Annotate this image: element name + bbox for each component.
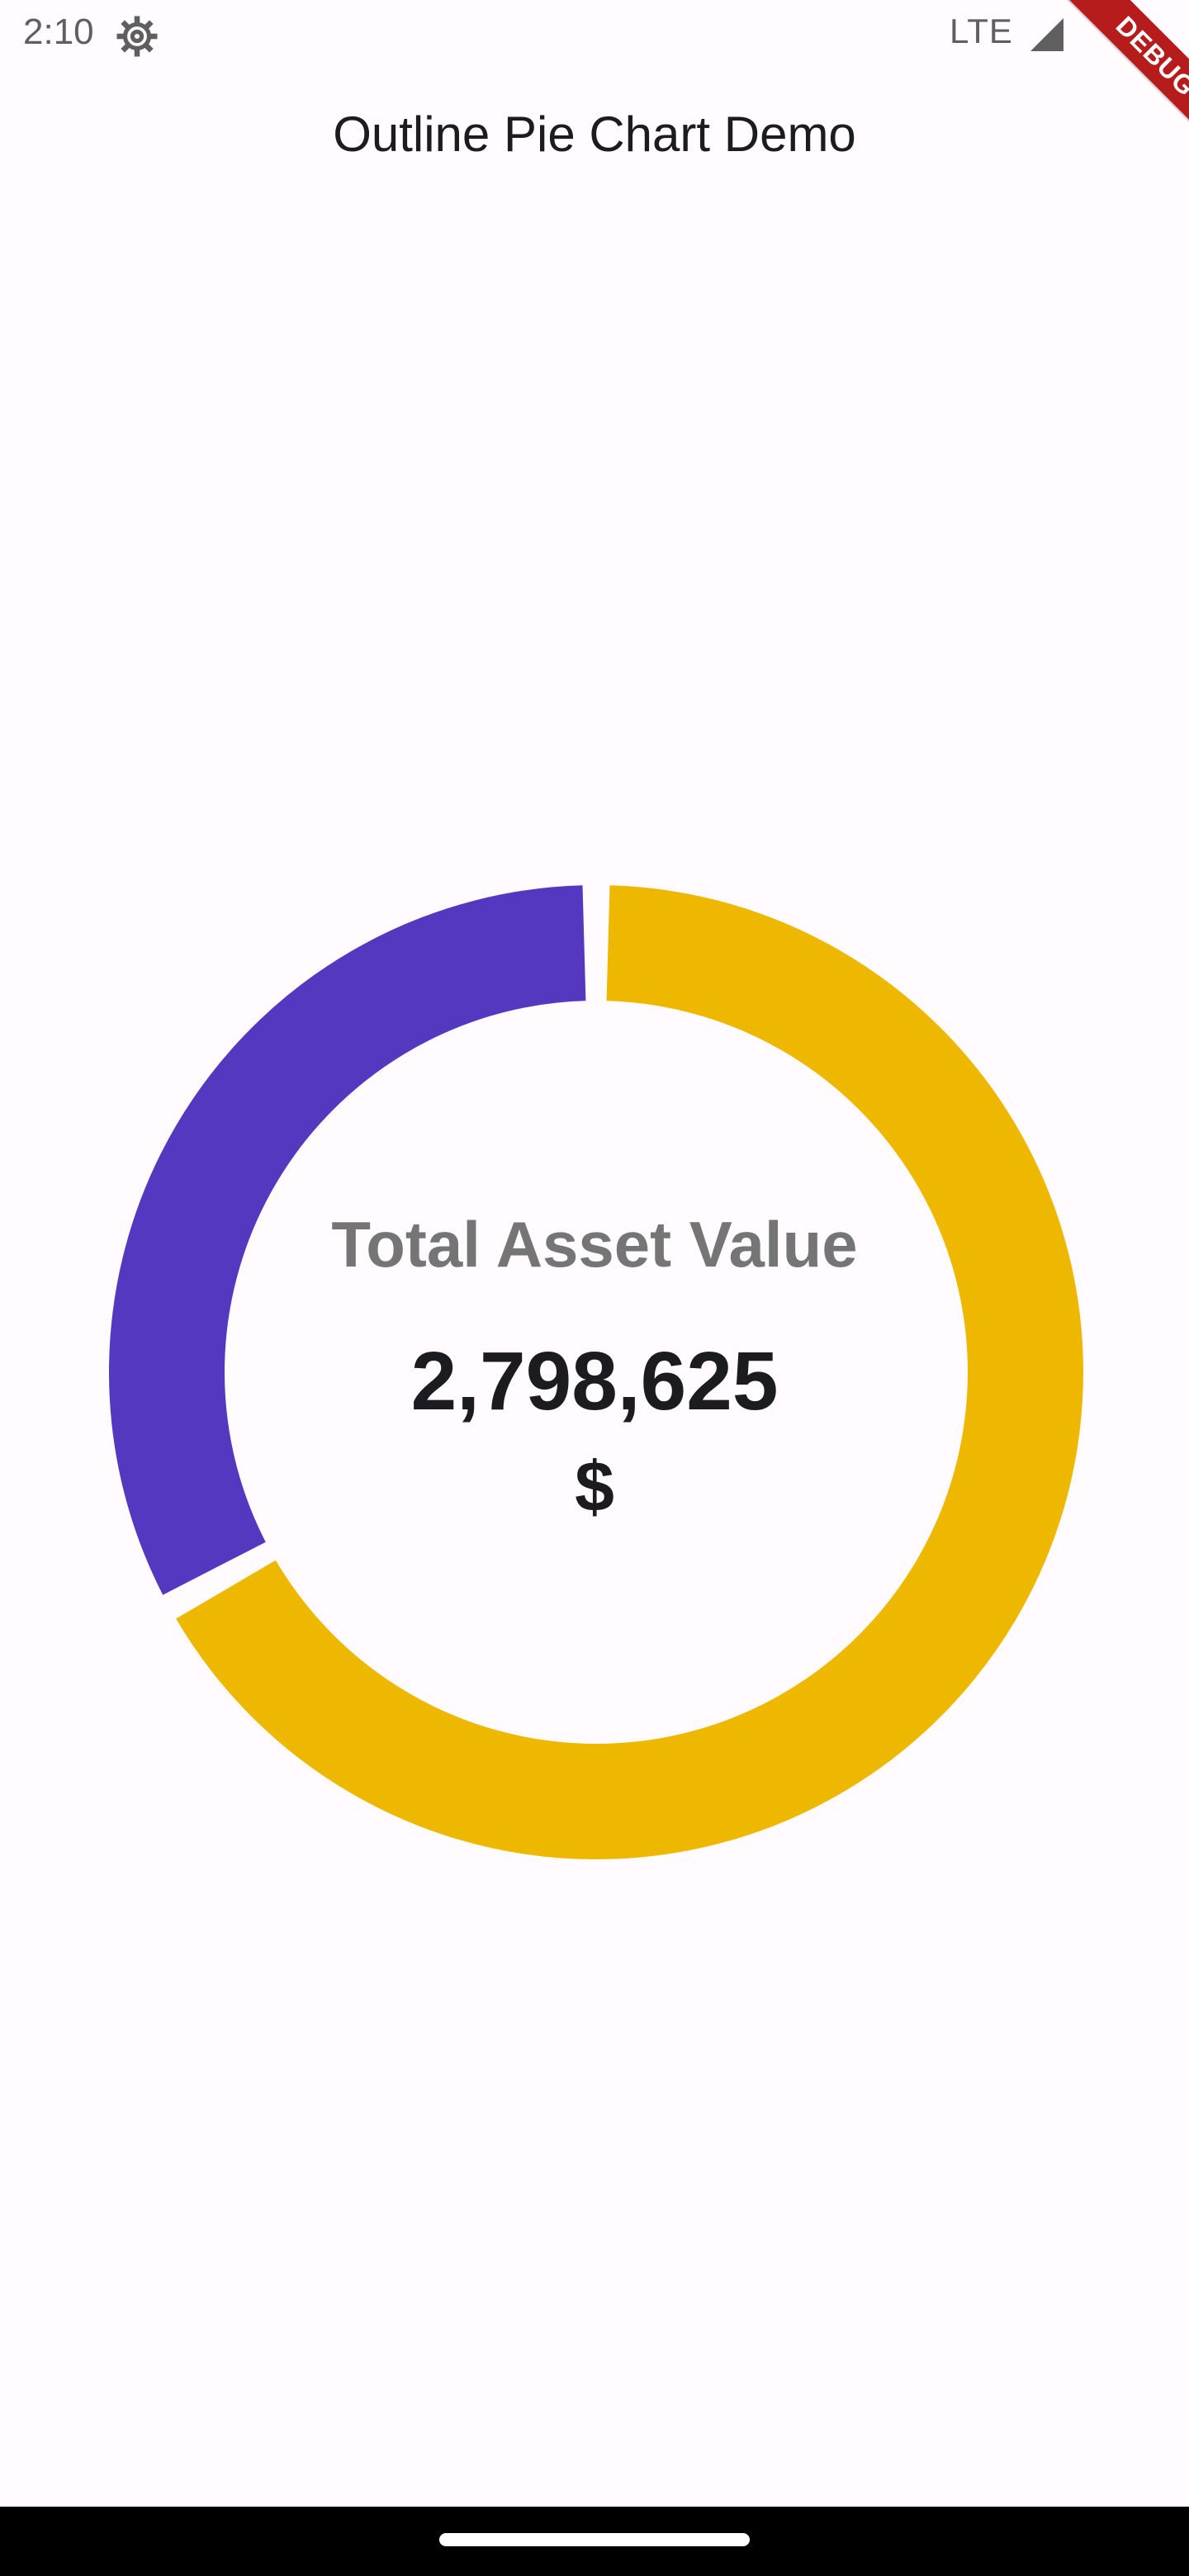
currency-unit: $: [0, 1447, 1189, 1528]
status-time: 2:10: [23, 12, 94, 53]
network-type: LTE: [950, 12, 1013, 51]
total-value: 2,798,625: [0, 1334, 1189, 1429]
home-gesture-handle[interactable]: [439, 2533, 750, 2546]
system-navigation-bar: [0, 2507, 1189, 2576]
center-label: Total Asset Value: [0, 1207, 1189, 1282]
page-title: Outline Pie Chart Demo: [0, 106, 1189, 163]
gear-icon: [114, 13, 160, 59]
